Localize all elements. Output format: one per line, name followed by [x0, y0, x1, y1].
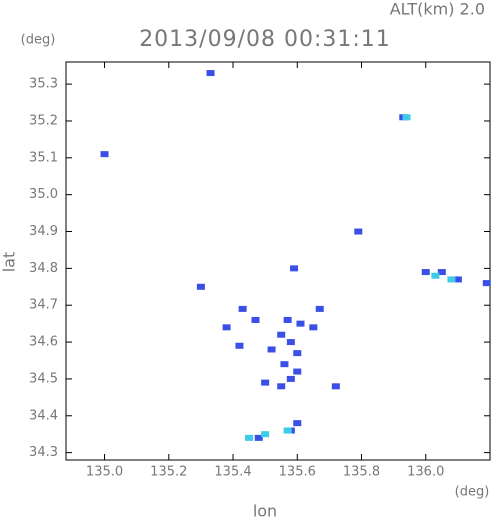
echo-cell [437, 269, 446, 276]
y-tick-label: 35.0 [29, 187, 58, 202]
y-tick-label: 34.7 [29, 298, 58, 313]
echo-cell [354, 228, 363, 235]
echo-cell [261, 431, 270, 438]
echo-cell [447, 276, 456, 283]
echo-cell [296, 320, 305, 327]
echo-cell [254, 434, 263, 441]
y-tick-label: 35.1 [29, 150, 58, 165]
echo-cell [309, 324, 318, 331]
echo-cell [245, 434, 254, 441]
x-axis-label: lon [253, 502, 277, 521]
y-tick-label: 34.8 [29, 261, 58, 276]
plot-frame [65, 61, 491, 461]
echo-cell [286, 339, 295, 346]
echo-cell [431, 272, 440, 279]
echo-cell [402, 114, 411, 121]
echo-cell [238, 305, 247, 312]
echo-cell [267, 346, 276, 353]
y-tick-label: 34.9 [29, 224, 58, 239]
echo-cell [293, 420, 302, 427]
echo-cell [482, 280, 491, 287]
echo-cell [293, 368, 302, 375]
echo-cell [421, 269, 430, 276]
chart-title: 2013/09/08 00:31:11 [139, 27, 391, 52]
y-axis-label: lat [0, 252, 19, 273]
x-tick-label: 135.8 [343, 465, 380, 480]
echo-cell [315, 305, 324, 312]
x-tick-label: 135.2 [150, 465, 187, 480]
x-tick-label: 136.0 [407, 465, 444, 480]
altitude-label: ALT(km) 2.0 [390, 0, 485, 19]
y-tick-label: 35.3 [29, 77, 58, 92]
echo-cell [286, 375, 295, 382]
echo-cell [222, 324, 231, 331]
y-tick-label: 34.6 [29, 335, 58, 350]
y-tick-label: 34.4 [29, 408, 58, 423]
echo-cell [331, 383, 340, 390]
echo-cell [235, 342, 244, 349]
echo-cell [277, 383, 286, 390]
echo-cell [283, 427, 292, 434]
echo-cell [293, 350, 302, 357]
echo-cell [283, 316, 292, 323]
x-unit: (deg) [455, 485, 490, 500]
y-unit: (deg) [21, 33, 56, 48]
echo-cell [261, 379, 270, 386]
y-tick-label: 34.5 [29, 371, 58, 386]
echo-cell [206, 70, 215, 77]
echo-cell [100, 151, 109, 158]
y-tick-label: 35.2 [29, 113, 58, 128]
echo-cell [453, 276, 462, 283]
y-tick-label: 34.3 [29, 445, 58, 460]
echo-cell [196, 283, 205, 290]
x-tick-label: 135.6 [279, 465, 316, 480]
echo-cell [277, 331, 286, 338]
echo-cell [280, 361, 289, 368]
x-tick-label: 135.4 [214, 465, 251, 480]
echo-cell [290, 265, 299, 272]
x-tick-label: 135.0 [86, 465, 123, 480]
echo-cell [251, 316, 260, 323]
